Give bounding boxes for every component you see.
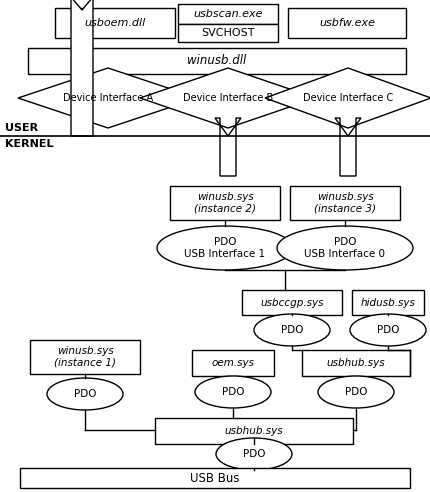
Bar	[170, 186, 280, 220]
Ellipse shape	[254, 314, 330, 346]
Text: hidusb.sys: hidusb.sys	[361, 298, 415, 308]
Ellipse shape	[195, 376, 271, 408]
Text: PDO
USB Interface 1: PDO USB Interface 1	[184, 237, 266, 259]
Bar	[178, 24, 278, 42]
Polygon shape	[215, 118, 241, 176]
Ellipse shape	[157, 226, 293, 270]
Polygon shape	[18, 68, 198, 128]
Text: USER: USER	[5, 123, 38, 133]
Ellipse shape	[216, 438, 292, 470]
Text: SVCHOST: SVCHOST	[201, 28, 255, 38]
Text: PDO: PDO	[74, 389, 96, 399]
Bar	[288, 8, 406, 38]
Text: usboem.dll: usboem.dll	[84, 18, 146, 28]
Text: winusb.sys
(instance 1): winusb.sys (instance 1)	[54, 346, 116, 368]
Bar	[155, 418, 353, 444]
Text: winusb.sys
(instance 2): winusb.sys (instance 2)	[194, 192, 256, 214]
Bar	[28, 48, 406, 74]
Text: PDO: PDO	[243, 449, 265, 459]
Ellipse shape	[350, 314, 426, 346]
Text: winusb.sys
(instance 3): winusb.sys (instance 3)	[314, 192, 376, 214]
Polygon shape	[140, 68, 316, 128]
Text: USB Bus: USB Bus	[190, 471, 240, 485]
Bar	[352, 290, 424, 315]
Text: PDO: PDO	[377, 325, 399, 335]
Bar	[302, 350, 410, 376]
Bar	[20, 468, 410, 488]
Polygon shape	[265, 68, 430, 128]
Text: PDO: PDO	[281, 325, 303, 335]
Text: Device Interface A: Device Interface A	[63, 93, 153, 103]
Ellipse shape	[318, 376, 394, 408]
Text: PDO: PDO	[222, 387, 244, 397]
Bar	[30, 340, 140, 374]
Bar	[290, 186, 400, 220]
Bar	[242, 290, 342, 315]
Bar	[192, 350, 274, 376]
Text: usbfw.exe: usbfw.exe	[319, 18, 375, 28]
Text: usbhub.sys: usbhub.sys	[327, 358, 385, 368]
Text: oem.sys: oem.sys	[212, 358, 255, 368]
Text: usbscan.exe: usbscan.exe	[193, 9, 263, 19]
Text: PDO
USB Interface 0: PDO USB Interface 0	[304, 237, 386, 259]
Text: PDO: PDO	[345, 387, 367, 397]
Text: winusb.dll: winusb.dll	[187, 55, 247, 67]
Polygon shape	[65, 0, 99, 136]
Text: usbhub.sys: usbhub.sys	[225, 426, 283, 436]
Text: usbccgp.sys: usbccgp.sys	[260, 298, 324, 308]
Text: KERNEL: KERNEL	[5, 139, 53, 149]
Text: Device Interface C: Device Interface C	[303, 93, 393, 103]
Bar	[178, 4, 278, 24]
Bar	[55, 8, 175, 38]
Ellipse shape	[277, 226, 413, 270]
Polygon shape	[335, 118, 361, 176]
Text: Device Interface B: Device Interface B	[183, 93, 273, 103]
Ellipse shape	[47, 378, 123, 410]
